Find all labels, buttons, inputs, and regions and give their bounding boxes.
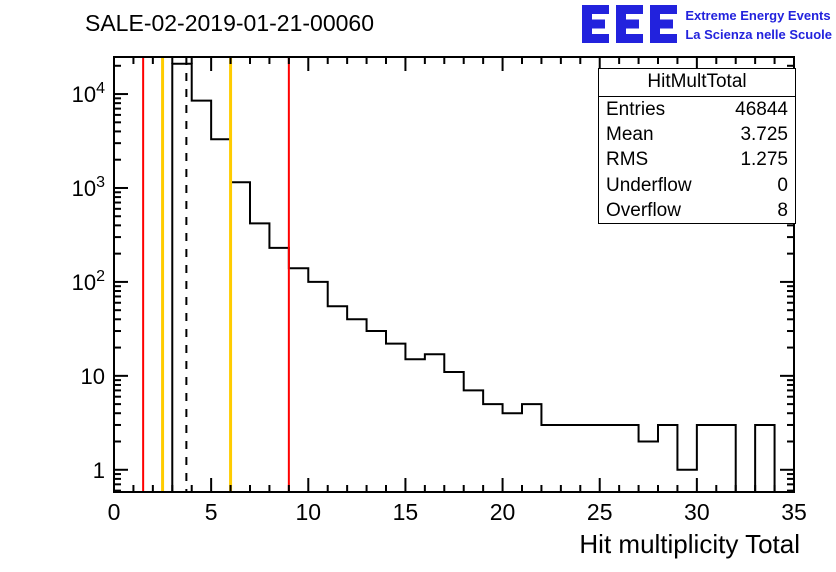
x-ticks bbox=[113, 57, 795, 492]
y-tick-label: 104 bbox=[72, 80, 105, 107]
stats-row-entries: Entries 46844 bbox=[599, 97, 795, 122]
y-tick-label: 102 bbox=[72, 268, 105, 295]
x-tick-label: 30 bbox=[684, 499, 710, 525]
stats-label: RMS bbox=[606, 149, 649, 171]
stats-label: Mean bbox=[606, 124, 654, 146]
stats-label: Underflow bbox=[606, 174, 692, 196]
stats-value: 8 bbox=[777, 199, 788, 221]
stats-row-overflow: Overflow 8 bbox=[599, 198, 795, 223]
y-tick-label: 1 bbox=[93, 458, 105, 483]
stats-box: HitMultTotal Entries 46844 Mean 3.725 RM… bbox=[598, 68, 796, 224]
y-tick-label: 103 bbox=[72, 174, 105, 201]
x-tick-label: 20 bbox=[490, 499, 516, 525]
x-axis-title: Hit multiplicity Total bbox=[579, 529, 800, 559]
y-tick-labels: 1 10 102 103 104 bbox=[72, 80, 105, 483]
marker-lines bbox=[142, 57, 290, 492]
stats-row-mean: Mean 3.725 bbox=[599, 122, 795, 147]
eee-logo-text: Extreme Energy Events La Scienza nelle S… bbox=[685, 5, 832, 45]
plot-frame bbox=[113, 56, 795, 493]
stats-value: 46844 bbox=[735, 99, 788, 120]
x-tick-label: 15 bbox=[393, 499, 419, 525]
x-tick-label: 10 bbox=[295, 499, 321, 525]
stats-value: 1.275 bbox=[740, 149, 788, 171]
eee-logo-icon bbox=[582, 5, 678, 43]
stats-label: Entries bbox=[606, 99, 666, 120]
stats-row-underflow: Underflow 0 bbox=[599, 173, 795, 198]
eee-logo: Extreme Energy Events La Scienza nelle S… bbox=[582, 5, 832, 45]
logo-line1: Extreme Energy Events bbox=[685, 8, 831, 23]
stats-value: 3.725 bbox=[740, 124, 788, 146]
plot-title: SALE-02-2019-01-21-00060 bbox=[85, 10, 374, 36]
histogram-step-line bbox=[114, 62, 794, 493]
logo-line2: La Scienza nelle Scuole bbox=[685, 26, 832, 42]
x-tick-labels: 0 5 10 15 20 25 30 35 bbox=[108, 499, 807, 525]
x-tick-label: 0 bbox=[108, 499, 121, 525]
y-tick-label: 10 bbox=[81, 364, 105, 389]
stats-title: HitMultTotal bbox=[599, 69, 795, 97]
x-tick-label: 35 bbox=[781, 499, 807, 525]
x-tick-label: 5 bbox=[205, 499, 218, 525]
x-tick-label: 25 bbox=[587, 499, 613, 525]
stats-label: Overflow bbox=[606, 199, 681, 221]
stats-row-rms: RMS 1.275 bbox=[599, 147, 795, 172]
stats-value: 0 bbox=[777, 174, 788, 196]
